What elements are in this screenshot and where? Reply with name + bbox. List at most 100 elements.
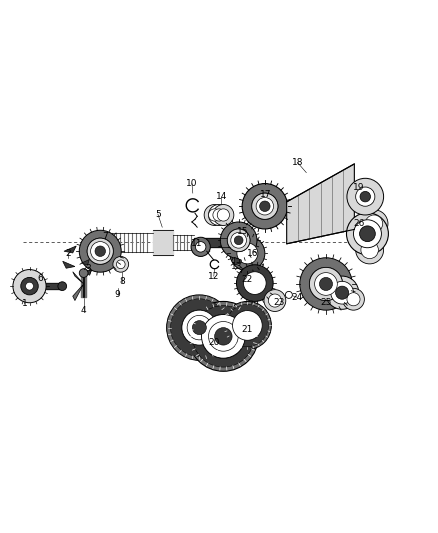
Text: 2: 2 <box>66 249 71 258</box>
Circle shape <box>365 215 383 232</box>
Circle shape <box>217 209 230 221</box>
Circle shape <box>252 193 278 220</box>
Text: 7: 7 <box>102 232 107 241</box>
Circle shape <box>117 260 125 269</box>
Circle shape <box>204 205 225 225</box>
Text: 16: 16 <box>247 249 259 258</box>
Circle shape <box>336 286 349 299</box>
Circle shape <box>346 213 389 255</box>
Text: 25: 25 <box>320 298 332 307</box>
Polygon shape <box>64 246 76 253</box>
Text: 22: 22 <box>242 275 253 284</box>
Circle shape <box>234 236 243 245</box>
Circle shape <box>268 294 282 307</box>
Text: 24: 24 <box>291 293 302 302</box>
Circle shape <box>13 270 46 303</box>
Text: 9: 9 <box>115 290 120 300</box>
Circle shape <box>360 226 375 241</box>
Circle shape <box>237 265 273 302</box>
Text: 10: 10 <box>186 179 198 188</box>
Text: 14: 14 <box>215 192 227 201</box>
Circle shape <box>230 236 265 271</box>
Circle shape <box>256 198 274 215</box>
Text: 1: 1 <box>22 299 28 308</box>
Circle shape <box>227 229 250 252</box>
Circle shape <box>79 230 121 272</box>
Text: 6: 6 <box>37 274 43 283</box>
Circle shape <box>191 237 210 256</box>
Circle shape <box>208 209 221 221</box>
Circle shape <box>223 302 272 350</box>
Circle shape <box>87 238 113 264</box>
Circle shape <box>215 328 232 345</box>
Circle shape <box>226 304 268 346</box>
Polygon shape <box>234 257 241 265</box>
Circle shape <box>201 314 245 358</box>
Circle shape <box>260 201 270 212</box>
Text: 21: 21 <box>242 325 253 334</box>
Circle shape <box>113 256 129 272</box>
Circle shape <box>231 232 247 248</box>
Circle shape <box>233 311 262 340</box>
Text: 12: 12 <box>208 272 219 280</box>
Circle shape <box>242 183 288 229</box>
Circle shape <box>91 241 110 261</box>
Text: 26: 26 <box>353 219 364 228</box>
Circle shape <box>360 191 371 202</box>
Circle shape <box>325 276 359 309</box>
Circle shape <box>193 305 254 367</box>
Circle shape <box>237 243 258 264</box>
Circle shape <box>309 268 343 301</box>
Circle shape <box>360 210 388 238</box>
Circle shape <box>353 220 381 248</box>
Text: 17: 17 <box>261 190 272 199</box>
Text: 15: 15 <box>237 227 249 236</box>
Circle shape <box>356 236 384 264</box>
Circle shape <box>356 187 375 206</box>
Circle shape <box>192 321 206 335</box>
Circle shape <box>220 222 257 259</box>
Text: 11: 11 <box>191 239 202 248</box>
Circle shape <box>347 293 360 306</box>
Text: 13: 13 <box>231 262 242 271</box>
Circle shape <box>309 268 343 301</box>
Text: 5: 5 <box>155 209 161 219</box>
Text: 4: 4 <box>81 305 86 314</box>
Text: 19: 19 <box>353 183 364 192</box>
Circle shape <box>182 310 217 345</box>
Circle shape <box>331 281 353 304</box>
Polygon shape <box>73 284 84 301</box>
Circle shape <box>314 272 337 295</box>
Text: 20: 20 <box>208 338 219 348</box>
Polygon shape <box>63 261 75 268</box>
Circle shape <box>95 246 106 256</box>
Polygon shape <box>287 164 354 244</box>
Circle shape <box>58 282 67 290</box>
Circle shape <box>21 277 38 295</box>
Polygon shape <box>81 260 89 265</box>
Circle shape <box>244 272 266 294</box>
Circle shape <box>300 258 352 310</box>
Circle shape <box>87 238 113 264</box>
Circle shape <box>188 302 258 372</box>
Circle shape <box>208 205 230 225</box>
Circle shape <box>213 209 225 221</box>
Circle shape <box>170 299 228 357</box>
Circle shape <box>201 314 245 358</box>
Circle shape <box>227 229 250 252</box>
Circle shape <box>25 282 33 290</box>
Circle shape <box>343 288 364 310</box>
Circle shape <box>319 277 332 290</box>
Circle shape <box>264 289 286 311</box>
Polygon shape <box>73 272 84 284</box>
Text: 3: 3 <box>85 264 91 273</box>
Text: 8: 8 <box>119 277 125 286</box>
Circle shape <box>195 241 206 252</box>
Circle shape <box>182 310 217 345</box>
Circle shape <box>79 269 88 277</box>
Polygon shape <box>84 270 92 275</box>
Circle shape <box>187 316 212 340</box>
Circle shape <box>361 241 378 259</box>
Circle shape <box>208 321 238 351</box>
Circle shape <box>252 193 278 220</box>
